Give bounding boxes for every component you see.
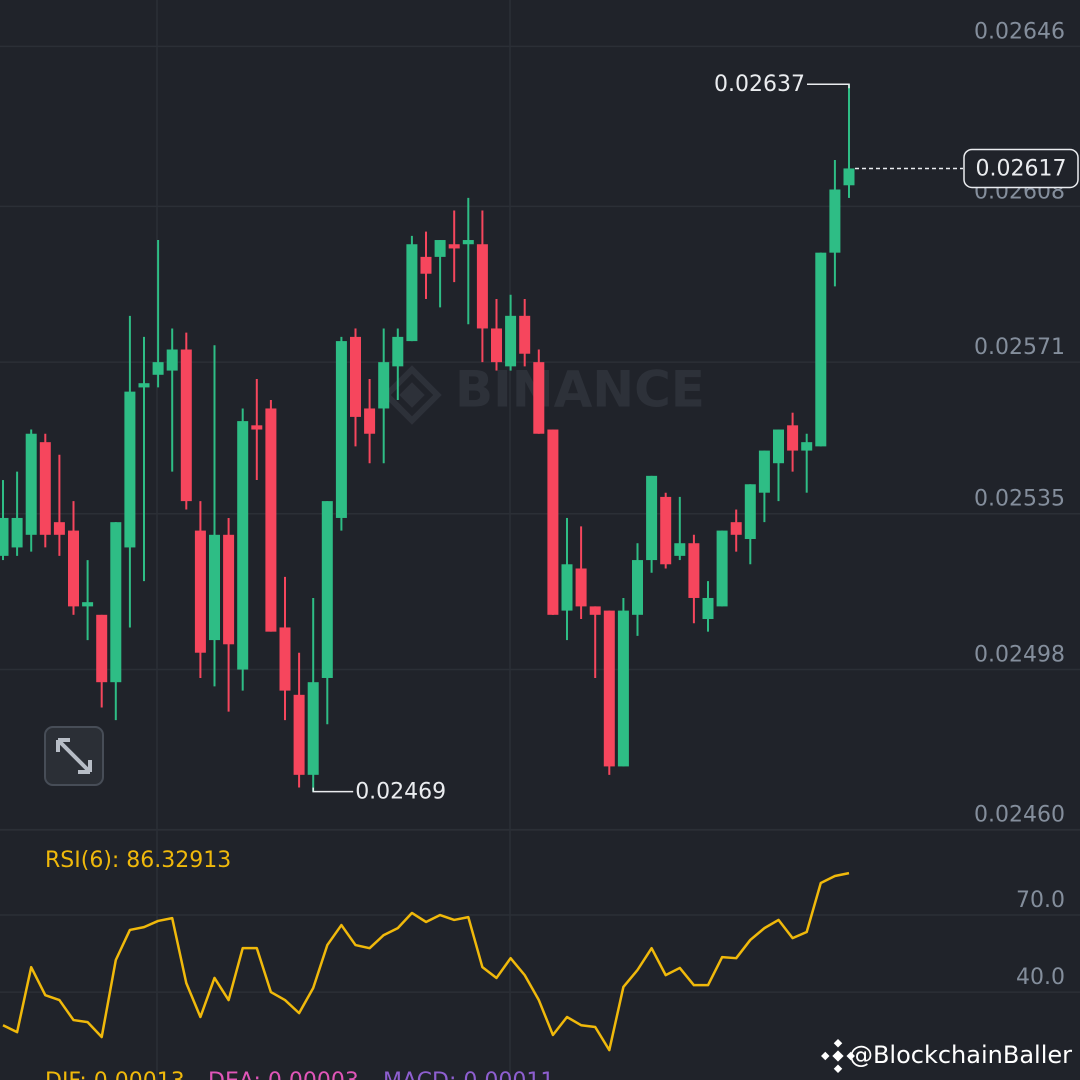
last-price-label: 0.02617 bbox=[976, 156, 1067, 181]
candle-body bbox=[392, 336, 404, 367]
indicator-label: RSI(6): 86.32913 bbox=[45, 848, 231, 873]
candle-body bbox=[787, 425, 799, 451]
credit: @BlockchainBaller bbox=[849, 1041, 1072, 1069]
candle-body bbox=[166, 349, 178, 371]
candle-body bbox=[237, 421, 249, 670]
candle-body bbox=[251, 425, 263, 430]
candle-body bbox=[68, 530, 79, 607]
candle-body bbox=[25, 433, 37, 535]
candle-body bbox=[730, 522, 742, 535]
candle-body bbox=[335, 341, 347, 518]
expand-button[interactable] bbox=[44, 726, 104, 786]
candle-body bbox=[744, 484, 756, 540]
candle-body bbox=[223, 534, 235, 645]
candle-body bbox=[96, 614, 108, 683]
candle-body bbox=[53, 522, 65, 535]
candle-body bbox=[152, 362, 164, 375]
candle-body bbox=[575, 568, 587, 607]
candle-body bbox=[815, 252, 827, 447]
candle-body bbox=[843, 168, 855, 186]
candle-body bbox=[505, 315, 517, 367]
candle-body bbox=[321, 501, 333, 678]
candle-body bbox=[434, 240, 446, 257]
candle-body bbox=[462, 240, 474, 245]
y-tick-label: 70.0 bbox=[1016, 888, 1065, 913]
macd-label: MACD: 0.00011 bbox=[383, 1069, 554, 1080]
candle-body bbox=[773, 429, 784, 464]
watermark-text: BINANCE bbox=[455, 361, 705, 419]
y-tick-label: 0.02498 bbox=[974, 643, 1065, 668]
y-tick-label: 0.02646 bbox=[974, 19, 1065, 44]
candle-body bbox=[293, 694, 305, 775]
candle-body bbox=[801, 442, 813, 451]
candle-body bbox=[180, 349, 192, 502]
high-annotation: 0.02637 bbox=[714, 72, 805, 97]
candle-body bbox=[519, 315, 531, 354]
candle-body bbox=[420, 256, 432, 274]
macd-label: DIF: 0.00013 bbox=[45, 1069, 185, 1080]
y-tick-label: 0.02535 bbox=[974, 487, 1065, 512]
candle-body bbox=[209, 534, 220, 641]
candle-body bbox=[646, 475, 658, 561]
high-marker bbox=[807, 83, 850, 89]
candle-body bbox=[758, 450, 770, 493]
macd-label: DEA: 0.00003 bbox=[208, 1069, 359, 1080]
y-tick-label: 0.02571 bbox=[974, 335, 1065, 360]
candle-body bbox=[617, 610, 629, 767]
y-tick-label: 0.02460 bbox=[974, 803, 1065, 828]
candle-body bbox=[0, 517, 9, 556]
candle-body bbox=[674, 543, 686, 556]
candle-body bbox=[561, 564, 573, 611]
candle-body bbox=[829, 189, 841, 253]
candle-body bbox=[82, 602, 94, 607]
candle-body bbox=[589, 606, 601, 615]
candle-body bbox=[491, 328, 502, 363]
candle-body bbox=[406, 244, 418, 342]
candle-body bbox=[194, 530, 206, 653]
candle-body bbox=[448, 244, 460, 249]
candle-body bbox=[350, 336, 361, 417]
candle-body bbox=[265, 408, 277, 632]
plot: 0.026460.026080.025710.025350.024980.024… bbox=[0, 19, 1080, 1052]
candle-body bbox=[39, 442, 51, 535]
rsi-line bbox=[2, 871, 850, 1052]
low-annotation: 0.02469 bbox=[355, 780, 446, 805]
candle-body bbox=[533, 362, 545, 434]
candle-body bbox=[11, 517, 23, 548]
candle-body bbox=[138, 383, 150, 388]
candle-body bbox=[279, 627, 291, 691]
watermark: BINANCE bbox=[382, 361, 705, 425]
y-tick-label: 40.0 bbox=[1016, 965, 1065, 990]
candle-body bbox=[476, 244, 488, 329]
candle-body bbox=[688, 543, 700, 598]
low-marker bbox=[312, 787, 354, 793]
candle-body bbox=[660, 496, 672, 565]
last-price-box bbox=[963, 148, 1079, 189]
candle-body bbox=[547, 429, 559, 615]
candle-body bbox=[110, 522, 122, 683]
candle-body bbox=[702, 597, 714, 620]
candle-body bbox=[632, 560, 643, 615]
candle-body bbox=[307, 682, 319, 775]
candle-body bbox=[603, 610, 615, 767]
candle-body bbox=[364, 408, 376, 434]
candle-body bbox=[716, 530, 728, 607]
candle-body bbox=[124, 391, 136, 548]
candle-body bbox=[378, 362, 390, 409]
